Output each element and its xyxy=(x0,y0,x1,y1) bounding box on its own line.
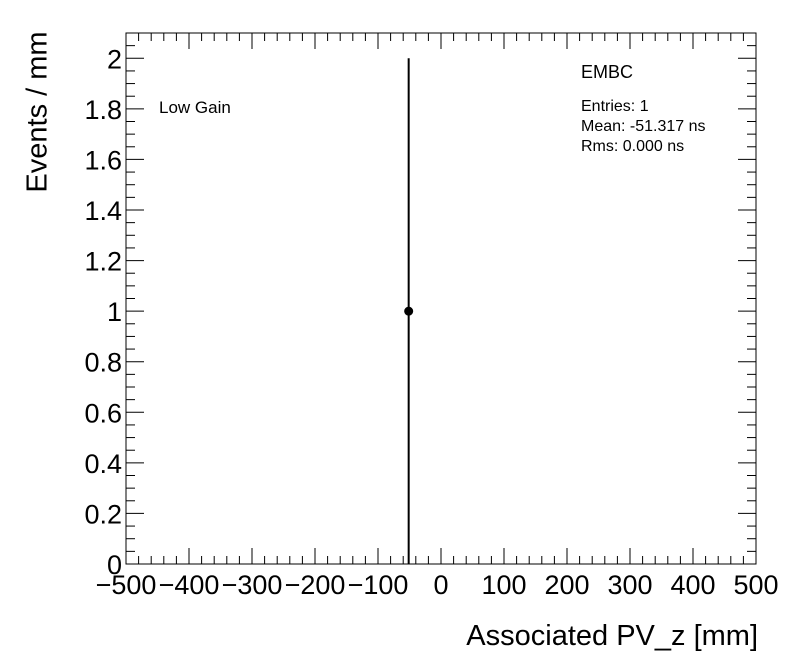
x-tick-label: −400 xyxy=(159,570,220,600)
x-tick-label: 500 xyxy=(733,570,778,600)
x-tick-label: 300 xyxy=(607,570,652,600)
y-tick-label: 0 xyxy=(107,550,122,580)
x-tick-label: 200 xyxy=(544,570,589,600)
y-axis-label: Events / mm xyxy=(21,31,54,193)
y-tick-label: 0.4 xyxy=(84,449,122,479)
y-tick-label: 1.4 xyxy=(84,196,122,226)
y-tick-label: 0.8 xyxy=(84,348,122,378)
data-point xyxy=(404,306,414,316)
gain-annotation: Low Gain xyxy=(159,98,231,117)
y-tick-label: 1.2 xyxy=(84,247,122,277)
stats-rms: Rms: 0.000 ns xyxy=(581,138,685,155)
chart-title: EMBC xyxy=(581,62,634,82)
stats-entries: Entries: 1 xyxy=(581,98,649,115)
y-tick-label: 1.6 xyxy=(84,145,122,175)
y-tick-label: 1 xyxy=(107,297,122,327)
x-tick-label: 400 xyxy=(670,570,715,600)
x-tick-label: 100 xyxy=(481,570,526,600)
x-tick-label: −300 xyxy=(222,570,283,600)
x-axis-label: Associated PV_z [mm] xyxy=(466,620,758,652)
x-tick-label: −200 xyxy=(285,570,346,600)
y-tick-label: 2 xyxy=(107,44,122,74)
y-tick-label: 0.6 xyxy=(84,398,122,428)
x-tick-label: −100 xyxy=(348,570,409,600)
x-tick-label: 0 xyxy=(433,570,448,600)
x-tick-label: −500 xyxy=(96,570,157,600)
y-tick-label: 1.8 xyxy=(84,95,122,125)
y-tick-label: 0.2 xyxy=(84,499,122,529)
stats-mean: Mean: -51.317 ns xyxy=(581,118,706,135)
